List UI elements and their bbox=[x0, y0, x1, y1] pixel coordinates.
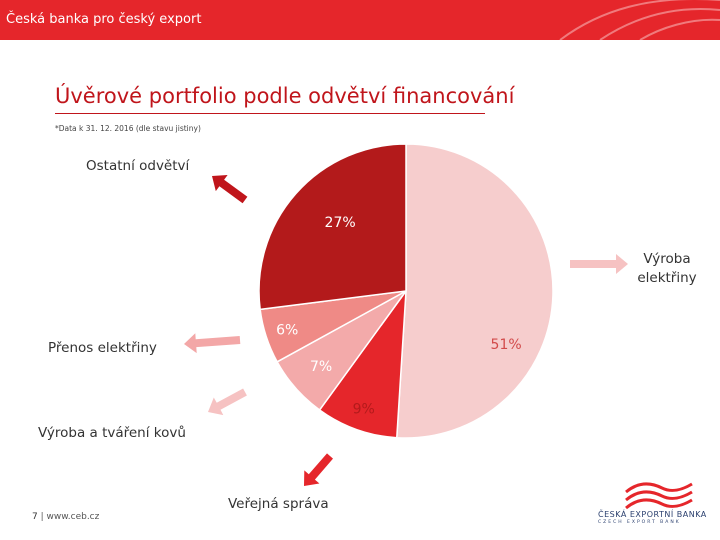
pie-slice-verejna-sprava bbox=[318, 288, 407, 439]
footer: 7 | www.ceb.cz bbox=[32, 512, 99, 522]
logo-name: ČESKÁ EXPORTNÍ BANKA bbox=[598, 510, 707, 519]
arrow-ostatni-icon bbox=[212, 175, 248, 204]
footer-url[interactable]: www.ceb.cz bbox=[46, 512, 100, 522]
logo-waves-icon bbox=[625, 482, 693, 510]
data-label-vyroba-elektriny: 51% bbox=[491, 337, 522, 353]
header-title: Česká banka pro český export bbox=[6, 12, 202, 27]
pie-slice-ostatni bbox=[258, 143, 407, 311]
arrow-vyroba-elektriny-icon bbox=[570, 254, 628, 274]
arrow-verejna-sprava-icon bbox=[304, 453, 333, 486]
arrow-prenos-icon bbox=[184, 333, 241, 354]
header-bar: Česká banka pro český export bbox=[0, 0, 720, 40]
data-label-vyroba-kovu: 7% bbox=[310, 359, 332, 375]
page-number: 7 bbox=[32, 512, 38, 522]
data-label-prenos-elektriny: 6% bbox=[276, 323, 298, 339]
category-label-vyroba-elektriny: Výroba elektřiny bbox=[637, 251, 697, 286]
arrow-kovy-icon bbox=[208, 388, 247, 416]
data-label-verejna-sprava: 9% bbox=[353, 402, 375, 418]
footer-separator: | bbox=[37, 512, 47, 522]
category-label-kovy: Výroba a tváření kovů bbox=[38, 425, 186, 441]
category-label-verejna-sprava: Veřejná správa bbox=[228, 496, 329, 512]
logo-tagline: CZECH EXPORT BANK bbox=[598, 520, 681, 525]
ceb-logo: ČESKÁ EXPORTNÍ BANKA CZECH EXPORT BANK bbox=[592, 478, 706, 528]
category-label-prenos: Přenos elektřiny bbox=[48, 340, 157, 356]
title-underline bbox=[55, 113, 485, 114]
data-note: *Data k 31. 12. 2016 (dle stavu jistiny) bbox=[55, 124, 201, 133]
pie-slice-vyroba-elektriny bbox=[395, 143, 554, 439]
data-label-ostatni: 27% bbox=[325, 215, 356, 231]
slide-title: Úvěrové portfolio podle odvětví financov… bbox=[55, 84, 515, 108]
header-decoration bbox=[559, 0, 720, 40]
category-label-ostatni: Ostatní odvětví bbox=[86, 158, 190, 174]
